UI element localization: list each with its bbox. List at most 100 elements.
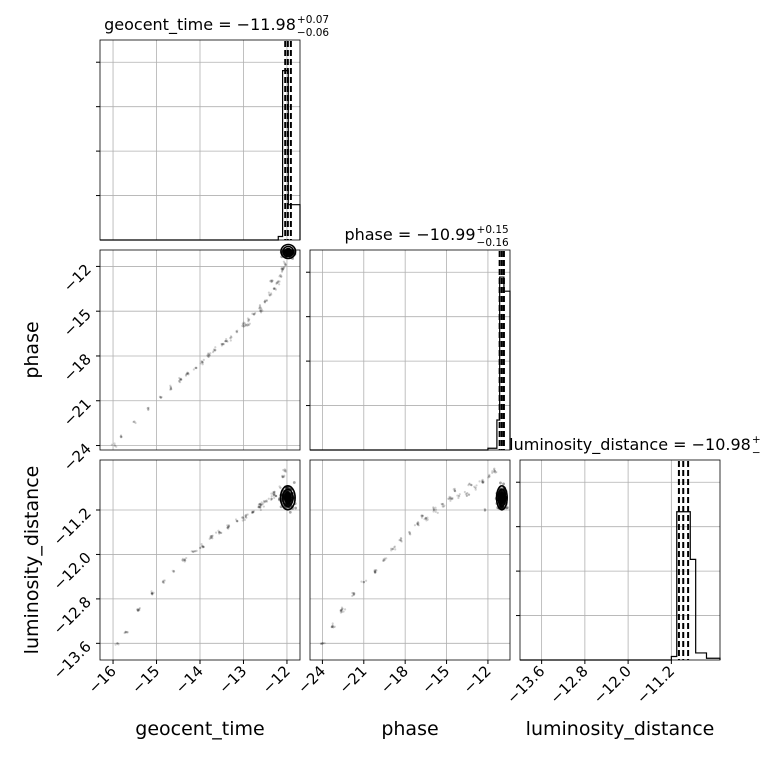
scatter-point	[178, 379, 181, 382]
scatter-point	[399, 536, 402, 540]
scatter-point	[170, 388, 173, 391]
panel-frame	[99, 249, 301, 451]
y-tick-label: −15	[60, 305, 95, 340]
scatter-point	[230, 336, 233, 339]
scatter-point	[132, 420, 135, 424]
scatter-point	[252, 313, 255, 316]
scatter-point	[200, 544, 204, 548]
x-axis-label: geocent_time	[135, 718, 264, 740]
scatter-point	[201, 546, 204, 549]
scatter-point	[420, 514, 423, 518]
scatter-point	[277, 280, 280, 283]
scatter-point	[192, 368, 195, 371]
scatter-point	[195, 549, 198, 552]
scatter-point	[227, 527, 230, 530]
scatter-point	[448, 495, 451, 498]
scatter-point	[119, 436, 123, 439]
scatter-point	[136, 609, 139, 612]
scatter-point	[260, 501, 263, 504]
scatter-point	[339, 609, 342, 612]
scatter-point	[119, 434, 123, 437]
scatter-point	[159, 396, 162, 399]
x-tick-label: −12	[460, 662, 495, 697]
scatter-point	[147, 408, 150, 411]
scatter-point	[116, 642, 119, 645]
scatter-point	[199, 546, 202, 549]
scatter-point	[481, 481, 484, 484]
scatter-point	[448, 496, 451, 499]
scatter-point	[211, 534, 214, 537]
scatter-point	[172, 570, 175, 574]
scatter-point	[152, 591, 155, 594]
scatter-point	[158, 395, 162, 398]
scatter-point	[258, 506, 262, 509]
scatter-point	[467, 484, 470, 487]
panel-frame	[309, 249, 511, 451]
scatter-point	[229, 335, 233, 338]
scatter-point	[321, 642, 324, 645]
x-tick-label: −18	[377, 662, 412, 697]
scatter-point	[268, 293, 271, 296]
scatter-point	[257, 503, 260, 507]
scatter-point	[390, 547, 393, 550]
scatter-point	[275, 281, 278, 284]
scatter-point	[195, 367, 198, 370]
scatter-point	[488, 473, 491, 476]
scatter-point	[451, 496, 454, 500]
scatter-point	[240, 516, 244, 519]
scatter-point	[259, 306, 263, 310]
scatter-point	[194, 550, 197, 553]
scatter-point	[492, 468, 496, 471]
scatter-point	[178, 380, 181, 383]
scatter-point	[257, 506, 260, 509]
scatter-point	[409, 533, 412, 536]
scatter-point	[457, 496, 460, 500]
scatter-point	[267, 497, 270, 500]
scatter-point	[124, 631, 128, 634]
error-minus: −0.16	[477, 237, 509, 249]
scatter-point	[340, 607, 344, 611]
scatter-point	[162, 579, 165, 582]
scatter-point	[182, 558, 186, 562]
scatter-point	[259, 505, 262, 508]
scatter-point	[252, 511, 255, 514]
scatter-point	[274, 494, 278, 498]
scatter-point	[434, 510, 437, 513]
scatter-point	[281, 268, 284, 271]
scatter-point	[214, 531, 218, 534]
scatter-point	[262, 499, 266, 503]
scatter-point	[280, 267, 283, 270]
scatter-point	[207, 353, 210, 356]
scatter-point	[394, 548, 397, 551]
scatter-point	[442, 505, 445, 508]
scatter-point	[262, 501, 266, 504]
scatter-point	[214, 346, 217, 349]
scatter-point	[263, 300, 266, 303]
scatter-point	[120, 435, 123, 438]
scatter-point	[451, 497, 454, 501]
scatter-point	[274, 494, 278, 498]
scatter-point	[421, 514, 424, 517]
scatter-point	[181, 559, 184, 562]
scatter-point	[340, 610, 343, 614]
scatter-point	[258, 502, 262, 505]
scatter-point	[274, 494, 277, 497]
scatter-point	[279, 275, 283, 278]
scatter-point	[220, 344, 224, 347]
scatter-point	[241, 322, 244, 325]
scatter-point	[360, 580, 363, 583]
scatter-point	[488, 475, 491, 478]
x-tick-label: −13.6	[503, 662, 548, 707]
scatter-point	[244, 515, 247, 519]
scatter-point	[281, 475, 284, 478]
scatter-point	[417, 524, 420, 527]
scatter-point	[243, 518, 246, 522]
scatter-point	[208, 353, 211, 357]
scatter-point	[273, 494, 276, 497]
scatter-point	[441, 503, 444, 506]
scatter-point	[123, 631, 126, 635]
histogram-luminosity_distance	[520, 511, 721, 661]
scatter-point	[137, 608, 141, 612]
scatter-point	[390, 549, 393, 552]
scatter-point	[481, 478, 484, 481]
